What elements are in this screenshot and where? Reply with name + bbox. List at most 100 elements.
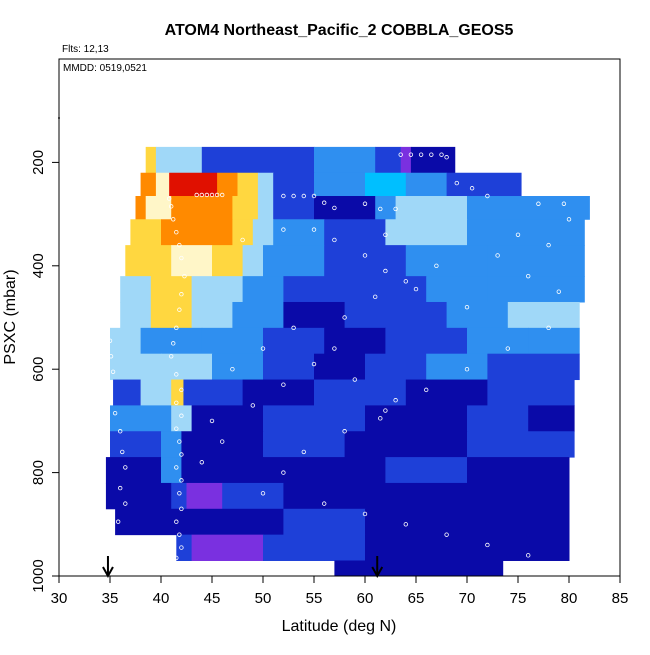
heatmap-cell bbox=[375, 196, 397, 220]
flights-label: Flts: 12,13 bbox=[62, 44, 109, 55]
data-point bbox=[174, 519, 179, 524]
heatmap-cell bbox=[334, 560, 366, 577]
data-point bbox=[505, 346, 510, 351]
data-point bbox=[250, 403, 255, 408]
x-axis: 30 35 40 45 50 55 60 65 70 75 80 85 bbox=[51, 576, 629, 607]
heatmap-cell bbox=[405, 379, 488, 406]
heatmap-cell bbox=[120, 276, 152, 303]
heatmap-cell bbox=[242, 245, 264, 277]
data-point bbox=[418, 152, 424, 157]
heatmap-cell bbox=[467, 196, 590, 220]
heatmap-cell bbox=[113, 379, 142, 406]
heatmap-cell bbox=[232, 219, 254, 246]
heatmap-cell bbox=[105, 457, 162, 484]
heatmap-cell bbox=[273, 219, 325, 246]
data-point bbox=[378, 206, 383, 212]
heatmap-cell bbox=[110, 353, 162, 381]
y-tick-label: 800 bbox=[30, 460, 47, 485]
heatmap-cell bbox=[365, 508, 417, 536]
heatmap-cell bbox=[528, 405, 575, 432]
data-point bbox=[398, 152, 403, 157]
heatmap-cell bbox=[385, 327, 468, 355]
data-point bbox=[439, 152, 444, 157]
heatmap-cell bbox=[263, 405, 366, 432]
data-point bbox=[352, 377, 357, 382]
heatmap-cell bbox=[365, 405, 468, 432]
heatmap-cell bbox=[232, 301, 284, 329]
heatmap-cell bbox=[191, 534, 264, 561]
heatmap-cell bbox=[426, 276, 488, 303]
heatmap-cell bbox=[446, 172, 522, 197]
heatmap-cell bbox=[161, 431, 182, 458]
heatmap-cell bbox=[110, 405, 172, 432]
heatmap-cell bbox=[467, 219, 585, 246]
heatmap-cell bbox=[385, 457, 468, 484]
heatmap-cell bbox=[110, 431, 162, 458]
data-point bbox=[110, 369, 116, 374]
data-point bbox=[281, 470, 286, 475]
heatmap-cell bbox=[528, 327, 580, 355]
heatmap-cell bbox=[191, 301, 233, 329]
data-point bbox=[174, 372, 179, 377]
heatmap-cell bbox=[405, 245, 488, 277]
heatmap-cell bbox=[263, 534, 325, 561]
x-tick-label: 60 bbox=[357, 590, 374, 607]
data-point bbox=[174, 555, 179, 561]
data-point bbox=[214, 192, 220, 198]
heatmap-cell bbox=[135, 196, 147, 220]
data-point bbox=[485, 193, 490, 199]
data-point bbox=[383, 232, 388, 237]
heatmap-cell bbox=[426, 353, 488, 381]
data-point bbox=[112, 410, 118, 416]
x-tick-label: 85 bbox=[612, 590, 629, 607]
data-point bbox=[168, 354, 174, 359]
x-tick-label: 35 bbox=[102, 590, 119, 607]
data-point bbox=[105, 387, 111, 393]
heatmap-cell bbox=[171, 482, 187, 510]
data-point bbox=[464, 304, 470, 310]
data-point bbox=[260, 346, 266, 351]
data-point bbox=[485, 542, 490, 548]
heatmap-cell bbox=[273, 196, 315, 220]
data-point bbox=[536, 201, 541, 206]
data-point bbox=[495, 253, 500, 258]
heatmap-cell bbox=[283, 301, 346, 329]
data-point bbox=[108, 354, 114, 359]
heatmap-cell bbox=[237, 172, 259, 197]
data-point bbox=[291, 193, 296, 199]
heatmap-cell bbox=[120, 301, 152, 329]
heatmap-bands bbox=[105, 146, 590, 577]
heatmap-cell bbox=[150, 301, 193, 329]
data-point bbox=[291, 325, 296, 331]
data-point bbox=[230, 367, 235, 372]
heatmap-cell bbox=[324, 219, 386, 246]
data-point bbox=[322, 200, 327, 205]
data-point bbox=[209, 418, 215, 424]
data-point bbox=[378, 416, 383, 421]
heatmap-cell bbox=[171, 379, 184, 406]
data-point bbox=[177, 307, 182, 312]
heatmap-cell bbox=[365, 560, 504, 577]
heatmap-cell bbox=[344, 301, 448, 329]
heatmap-cell bbox=[140, 327, 203, 355]
data-point bbox=[177, 532, 182, 537]
data-point bbox=[403, 522, 408, 527]
data-point bbox=[179, 292, 184, 297]
heatmap-cell bbox=[314, 379, 407, 406]
data-point bbox=[168, 204, 174, 209]
x-tick-label: 50 bbox=[255, 590, 272, 607]
data-point bbox=[179, 255, 184, 261]
heatmap-cell bbox=[467, 431, 575, 458]
y-axis-label: PSXC (mbar) bbox=[2, 269, 19, 364]
heatmap-cell bbox=[140, 172, 157, 197]
heatmap-cell bbox=[115, 508, 182, 536]
data-point bbox=[332, 237, 337, 243]
data-point bbox=[322, 501, 327, 506]
data-point bbox=[240, 237, 245, 243]
data-point bbox=[117, 429, 123, 434]
data-point bbox=[546, 242, 551, 248]
heatmap-cell bbox=[161, 457, 182, 484]
heatmap-cell bbox=[283, 482, 417, 510]
